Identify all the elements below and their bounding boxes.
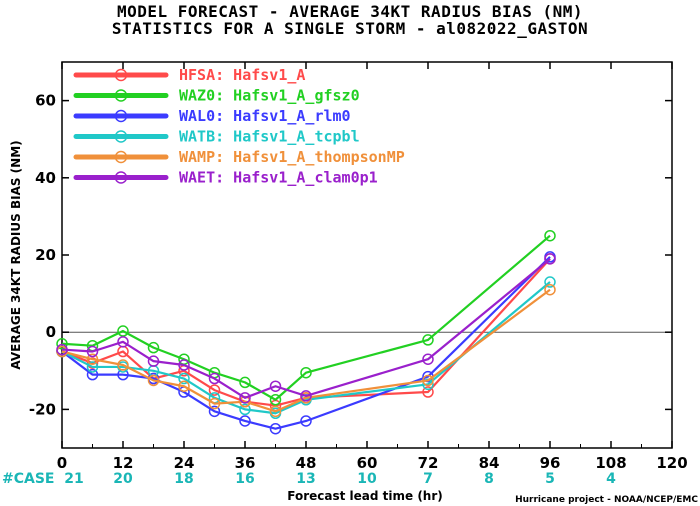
data-point bbox=[422, 374, 434, 387]
x-tick-label: 48 bbox=[296, 454, 317, 472]
data-point bbox=[117, 325, 129, 337]
x-tick-label: 120 bbox=[656, 454, 687, 472]
x-tick-label: 60 bbox=[357, 454, 378, 472]
x-tick-label: 0 bbox=[57, 454, 67, 472]
y-tick-label: 0 bbox=[46, 323, 56, 341]
data-point bbox=[208, 405, 221, 418]
data-point bbox=[239, 392, 251, 404]
y-tick-label: 20 bbox=[35, 246, 56, 264]
chart-title-line2: STATISTICS FOR A SINGLE STORM - al082022… bbox=[111, 19, 589, 38]
data-point bbox=[422, 386, 434, 398]
case-count-label: 18 bbox=[174, 471, 193, 487]
legend-marker bbox=[114, 150, 128, 164]
case-count-label: 16 bbox=[235, 471, 254, 487]
data-point bbox=[544, 253, 556, 265]
legend: HFSA: Hafsv1_A WAZ0: Hafsv1_A_gfsz0 WAL0: … bbox=[73, 66, 405, 187]
data-point bbox=[147, 355, 160, 367]
legend-marker bbox=[114, 109, 128, 123]
x-tick-label: 108 bbox=[595, 454, 626, 472]
data-point bbox=[86, 368, 99, 381]
data-point bbox=[239, 403, 251, 416]
legend-marker bbox=[114, 89, 128, 102]
y-axis-title: AVERAGE 34KT RADIUS BIAS (NM) bbox=[9, 140, 23, 369]
case-count-label: 13 bbox=[296, 471, 315, 487]
data-point bbox=[56, 343, 68, 356]
data-point bbox=[300, 390, 312, 402]
series-line bbox=[61, 258, 551, 399]
legend-marker bbox=[114, 130, 128, 143]
data-point bbox=[544, 276, 556, 288]
y-tick-label: -20 bbox=[29, 400, 56, 418]
legend-entry: WAL0: Hafsv1_A_rlm0 bbox=[179, 107, 351, 125]
data-point bbox=[269, 405, 282, 418]
series-line bbox=[61, 234, 551, 401]
axis-labels: Forecast lead time (hr) AVERAGE 34KT RAD… bbox=[2, 140, 698, 505]
data-point bbox=[86, 353, 99, 365]
data-point bbox=[117, 336, 129, 348]
case-count-label: 8 bbox=[484, 471, 494, 487]
legend-entry: WAMP: Hafsv1_A_thompsonMP bbox=[179, 148, 405, 166]
x-axis-title: Forecast lead time (hr) bbox=[287, 489, 443, 503]
data-point bbox=[208, 372, 221, 385]
data-point bbox=[300, 415, 312, 427]
data-point bbox=[269, 380, 282, 392]
data-point bbox=[86, 345, 99, 358]
legend-entry: WAZ0: Hafsv1_A_gfsz0 bbox=[179, 87, 360, 105]
data-point bbox=[117, 359, 129, 371]
series-line bbox=[61, 288, 551, 413]
data-point bbox=[544, 229, 556, 242]
data-point bbox=[544, 283, 556, 296]
data-point bbox=[147, 341, 160, 354]
data-point bbox=[239, 415, 251, 427]
legend-entry: WAET: Hafsv1_A_clam0p1 bbox=[179, 169, 378, 187]
data-point bbox=[86, 357, 99, 369]
data-point bbox=[300, 366, 312, 379]
case-count-label: 21 bbox=[64, 471, 83, 487]
data-point bbox=[178, 380, 190, 392]
data-point bbox=[208, 384, 221, 396]
x-tick-label: 36 bbox=[235, 454, 256, 472]
case-count-label: 7 bbox=[423, 471, 433, 487]
data-point bbox=[422, 334, 434, 346]
series-layer bbox=[56, 229, 556, 435]
legend-marker bbox=[114, 171, 128, 184]
x-tick-label: 12 bbox=[113, 454, 134, 472]
data-point bbox=[269, 422, 282, 435]
chart-title-line1: MODEL FORECAST - AVERAGE 34KT RADIUS BIA… bbox=[116, 2, 584, 21]
case-count-label: 4 bbox=[606, 471, 616, 487]
case-count-label: 10 bbox=[357, 471, 377, 487]
data-point bbox=[422, 353, 434, 365]
data-point bbox=[269, 394, 282, 406]
legend-marker bbox=[114, 68, 128, 82]
y-tick-label: 40 bbox=[35, 169, 56, 187]
series-line bbox=[61, 258, 551, 407]
case-count-label: 20 bbox=[113, 471, 133, 487]
case-count-label: 5 bbox=[545, 471, 555, 487]
credit-text: Hurricane project - NOAA/NCEP/EMC bbox=[515, 495, 698, 505]
series-line bbox=[61, 281, 551, 415]
x-tick-label: 72 bbox=[418, 454, 439, 472]
legend-entry: HFSA: Hafsv1_A bbox=[179, 66, 305, 84]
x-tick-label: 84 bbox=[479, 454, 500, 472]
y-tick-label: 60 bbox=[35, 92, 56, 110]
data-point bbox=[56, 338, 68, 350]
x-tick-label: 96 bbox=[540, 454, 561, 472]
case-header: #CASE bbox=[2, 471, 55, 487]
data-point bbox=[239, 376, 251, 389]
series-line bbox=[61, 256, 551, 430]
legend-entry: WATB: Hafsv1_A_tcpbl bbox=[179, 128, 360, 146]
data-point bbox=[178, 359, 190, 371]
data-point bbox=[208, 397, 221, 410]
data-point bbox=[147, 374, 160, 387]
data-point bbox=[178, 372, 190, 385]
data-point bbox=[86, 361, 99, 373]
x-tick-label: 24 bbox=[174, 454, 195, 472]
